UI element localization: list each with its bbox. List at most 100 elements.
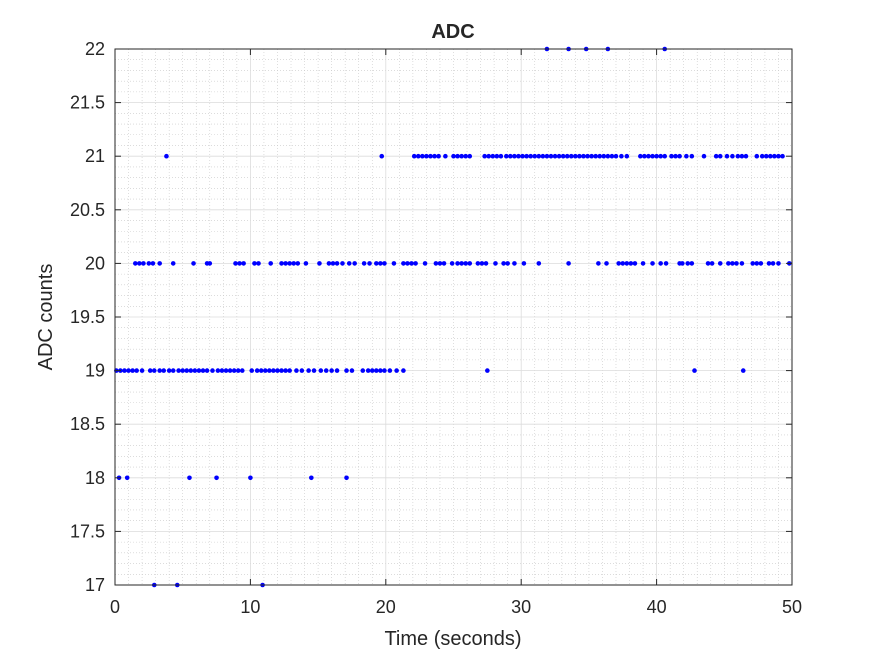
data-point	[646, 153, 651, 159]
data-point	[628, 261, 634, 266]
data-point	[306, 368, 311, 373]
data-point	[294, 368, 299, 373]
data-point	[684, 153, 689, 159]
data-point	[382, 261, 387, 266]
data-point	[151, 368, 157, 373]
x-tick-label: 20	[376, 597, 396, 617]
data-point	[730, 153, 735, 159]
data-point	[235, 368, 241, 373]
data-point	[379, 153, 385, 159]
data-point	[311, 368, 317, 373]
data-point	[309, 475, 314, 481]
data-point	[717, 261, 723, 266]
data-point	[508, 153, 513, 159]
data-point	[344, 475, 349, 481]
data-point	[180, 368, 185, 373]
data-point	[459, 153, 464, 159]
data-point	[340, 261, 345, 266]
data-point	[768, 153, 773, 159]
data-point	[170, 368, 176, 373]
data-point	[349, 368, 355, 373]
data-point	[524, 153, 529, 159]
data-point	[279, 368, 284, 373]
data-point	[361, 261, 367, 266]
data-point	[318, 368, 324, 373]
data-point	[640, 261, 646, 266]
data-point	[734, 261, 739, 266]
data-point	[620, 261, 626, 266]
data-point	[677, 153, 682, 159]
data-point	[133, 261, 138, 266]
data-point	[329, 368, 334, 373]
data-point	[475, 261, 481, 266]
data-point	[249, 368, 255, 373]
data-points	[114, 46, 792, 588]
data-point	[124, 475, 130, 481]
data-point	[520, 153, 525, 159]
data-point	[275, 368, 280, 373]
data-point	[596, 261, 601, 266]
data-point	[766, 261, 772, 266]
data-point	[239, 368, 245, 373]
data-point	[382, 368, 387, 373]
data-point	[433, 261, 439, 266]
data-point	[663, 261, 669, 266]
data-point	[536, 153, 542, 159]
y-tick-label: 20.5	[70, 200, 105, 220]
data-point	[420, 153, 425, 159]
data-point	[215, 368, 221, 373]
data-point	[739, 153, 745, 159]
data-point	[262, 368, 268, 373]
data-point	[299, 368, 305, 373]
data-point	[141, 261, 146, 266]
data-point	[577, 153, 582, 159]
x-tick-label: 30	[511, 597, 531, 617]
data-point	[726, 261, 731, 266]
data-point	[483, 261, 489, 266]
data-point	[494, 153, 500, 159]
data-point	[467, 261, 473, 266]
data-point	[589, 153, 594, 159]
data-point	[409, 261, 414, 266]
data-point	[658, 261, 663, 266]
data-point	[552, 153, 558, 159]
data-point	[436, 153, 441, 159]
data-point	[669, 153, 674, 159]
data-point	[378, 368, 383, 373]
data-point	[334, 368, 340, 373]
y-tick-label: 19.5	[70, 307, 105, 327]
data-point	[150, 261, 156, 266]
data-point	[548, 153, 554, 159]
data-point	[164, 153, 169, 159]
data-point	[486, 153, 492, 159]
x-axis-label: Time (seconds)	[384, 628, 521, 650]
data-point	[422, 261, 428, 266]
data-point	[443, 153, 448, 159]
data-point	[134, 368, 139, 373]
data-point	[501, 261, 506, 266]
data-point	[214, 475, 219, 481]
data-point	[750, 261, 756, 266]
data-point	[437, 261, 443, 266]
data-point	[279, 261, 284, 266]
data-point	[673, 153, 678, 159]
y-tick-label: 18.5	[70, 414, 105, 434]
data-point	[267, 368, 272, 373]
data-point	[367, 261, 372, 266]
data-point	[283, 261, 288, 266]
data-point	[295, 261, 301, 266]
data-point	[560, 153, 566, 159]
data-point	[776, 261, 781, 266]
data-point	[374, 261, 379, 266]
data-point	[662, 153, 668, 159]
data-point	[632, 261, 638, 266]
data-point	[330, 261, 336, 266]
x-tick-label: 50	[782, 597, 802, 617]
data-point	[241, 261, 246, 266]
x-axis-ticks: 0 10 20 30 40 50	[110, 49, 802, 617]
y-tick-label: 18	[85, 468, 105, 488]
data-point	[498, 153, 504, 159]
data-point	[139, 368, 145, 373]
data-point	[126, 368, 131, 373]
